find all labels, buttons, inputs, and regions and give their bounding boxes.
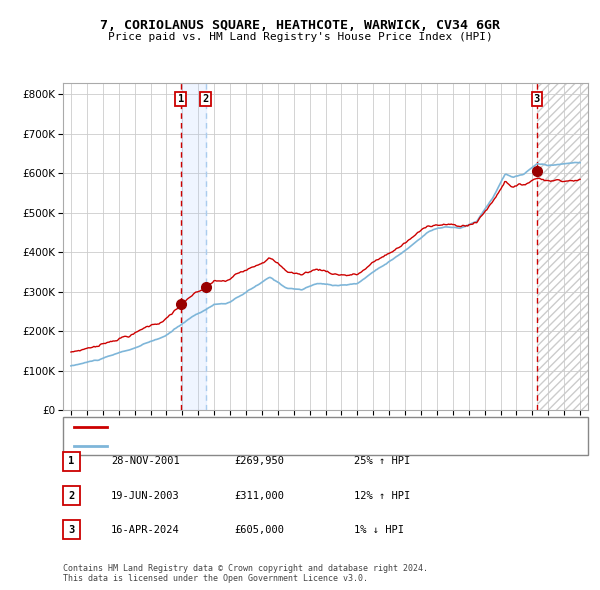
Text: Contains HM Land Registry data © Crown copyright and database right 2024.
This d: Contains HM Land Registry data © Crown c… [63, 563, 428, 583]
Text: HPI: Average price, detached house, Warwick: HPI: Average price, detached house, Warw… [114, 441, 361, 450]
Text: 2: 2 [68, 491, 74, 500]
Text: 7, CORIOLANUS SQUARE, HEATHCOTE, WARWICK, CV34 6GR: 7, CORIOLANUS SQUARE, HEATHCOTE, WARWICK… [100, 19, 500, 32]
Text: 25% ↑ HPI: 25% ↑ HPI [354, 457, 410, 466]
Text: 12% ↑ HPI: 12% ↑ HPI [354, 491, 410, 500]
Text: Price paid vs. HM Land Registry's House Price Index (HPI): Price paid vs. HM Land Registry's House … [107, 32, 493, 42]
Text: 2: 2 [203, 94, 209, 104]
Text: 3: 3 [68, 525, 74, 535]
Text: 1% ↓ HPI: 1% ↓ HPI [354, 525, 404, 535]
Text: £605,000: £605,000 [234, 525, 284, 535]
Text: 7, CORIOLANUS SQUARE, HEATHCOTE, WARWICK, CV34 6GR (detached house): 7, CORIOLANUS SQUARE, HEATHCOTE, WARWICK… [114, 423, 499, 432]
Text: 16-APR-2024: 16-APR-2024 [111, 525, 180, 535]
Text: 1: 1 [178, 94, 184, 104]
Text: 19-JUN-2003: 19-JUN-2003 [111, 491, 180, 500]
Text: 3: 3 [534, 94, 540, 104]
Bar [181, 83, 206, 410]
Text: £311,000: £311,000 [234, 491, 284, 500]
Text: £269,950: £269,950 [234, 457, 284, 466]
Text: 28-NOV-2001: 28-NOV-2001 [111, 457, 180, 466]
Text: 1: 1 [68, 457, 74, 466]
